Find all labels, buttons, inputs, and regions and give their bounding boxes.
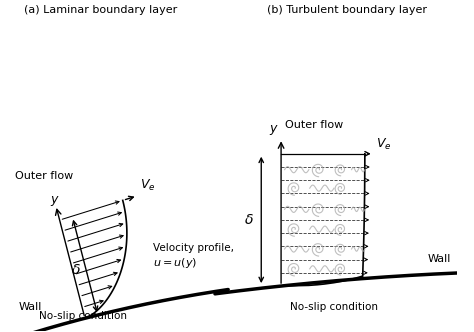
Text: $V_e$: $V_e$ (376, 136, 392, 152)
Text: Wall: Wall (428, 254, 451, 264)
Text: y: y (269, 122, 277, 135)
Text: $\delta$: $\delta$ (71, 263, 81, 277)
Text: No-slip condition: No-slip condition (290, 302, 378, 312)
Text: Outer flow: Outer flow (285, 120, 344, 129)
Text: $\delta$: $\delta$ (245, 213, 254, 227)
Text: $V_e$: $V_e$ (140, 178, 156, 193)
Text: Velocity profile,: Velocity profile, (153, 243, 234, 253)
Text: y: y (51, 193, 58, 206)
Text: $u = u(y)$: $u = u(y)$ (153, 256, 197, 271)
Text: (b) Turbulent boundary layer: (b) Turbulent boundary layer (267, 5, 427, 15)
Text: Wall: Wall (19, 302, 42, 312)
Text: Outer flow: Outer flow (15, 171, 73, 181)
Text: No-slip condition: No-slip condition (39, 311, 127, 321)
Text: (a) Laminar boundary layer: (a) Laminar boundary layer (24, 5, 177, 15)
